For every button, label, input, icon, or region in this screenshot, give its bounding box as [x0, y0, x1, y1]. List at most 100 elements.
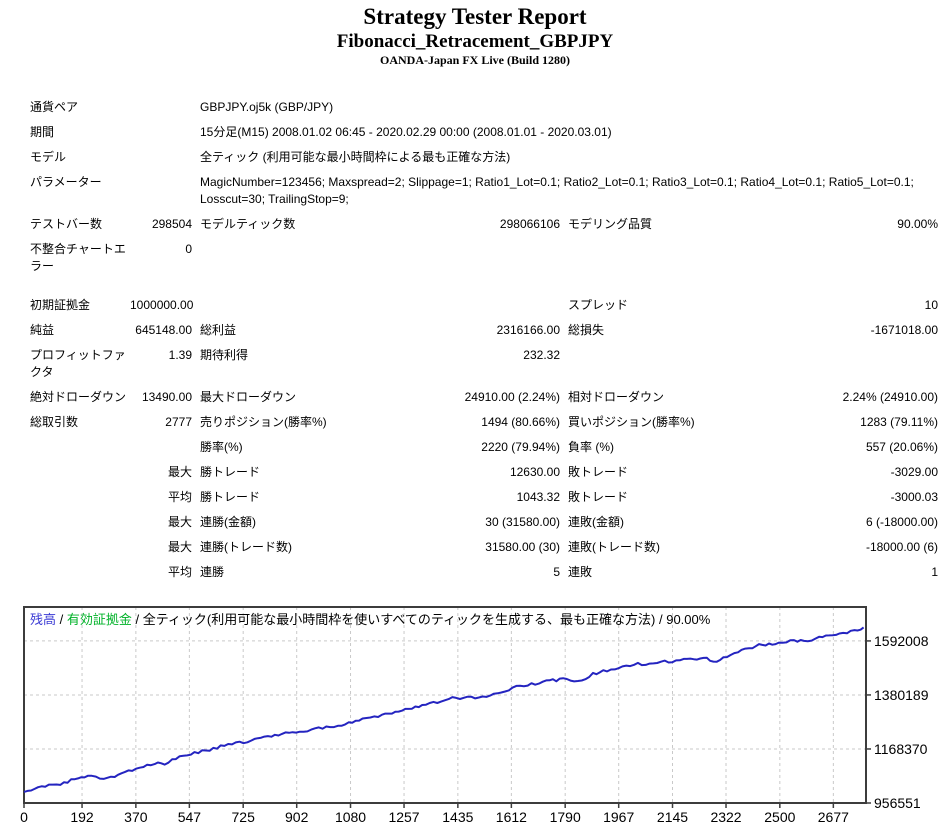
- row-label-3: 総損失: [568, 323, 605, 337]
- row-label-2: 最大ドローダウン: [200, 390, 297, 404]
- balance-chart-area: 0 192 370 547 725 902 1080 1257 1435 1612 1790 1967…: [0, 603, 950, 831]
- chart-frame: [23, 606, 867, 804]
- row-value: 15分足(M15) 2008.01.02 06:45 - 2020.02.29 …: [200, 125, 612, 139]
- report-row: テストバー数 298504 モデルティック数 298066106 モデリング品質…: [30, 212, 938, 237]
- report-table: 通貨ペア GBPJPY.oj5k (GBP/JPY) 期間 15分足(M15) …: [30, 95, 938, 585]
- row-label-2: 勝トレード: [200, 490, 261, 504]
- row-value-2: 24910.00 (2.24%): [464, 390, 560, 404]
- row-value-1: 645148.00: [135, 323, 192, 337]
- row-value-3: -1671018.00: [870, 323, 938, 337]
- row-value-2: 30 (31580.00): [485, 515, 560, 529]
- row-label-2: 期待利得: [200, 348, 249, 362]
- row-label-1: 初期証拠金: [30, 298, 91, 312]
- report-row: 平均 勝トレード 1043.32 敗トレード -3000.03: [30, 485, 938, 510]
- row-value-2: 232.32: [523, 348, 560, 362]
- svg-text:1080: 1080: [335, 809, 366, 825]
- row-value-1: 最大: [167, 540, 192, 554]
- row-label-2: 売りポジション(勝率%): [200, 415, 327, 429]
- row-value-2: 5: [553, 565, 560, 579]
- report-row: プロフィットファクタ 1.39 期待利得 232.32: [30, 343, 938, 385]
- row-value-1: [130, 439, 192, 456]
- row-label-2: 勝率(%): [200, 440, 243, 454]
- svg-text:1967: 1967: [603, 809, 634, 825]
- row-label-1: [30, 489, 130, 506]
- svg-text:956551: 956551: [874, 795, 921, 811]
- row-value: GBPJPY.oj5k (GBP/JPY): [200, 100, 334, 114]
- broker-build: OANDA-Japan FX Live (Build 1280): [379, 53, 570, 67]
- row-value-2: 2220 (79.94%): [481, 440, 560, 454]
- report-row: 不整合チャートエラー 0: [30, 237, 938, 279]
- row-value-3: -18000.00 (6): [865, 540, 938, 554]
- report-row: 最大 連勝(トレード数) 31580.00 (30) 連敗(トレード数) -18…: [30, 535, 938, 560]
- svg-text:2677: 2677: [818, 809, 849, 825]
- report-row: 純益 645148.00 総利益 2316166.00 総損失 -1671018…: [30, 318, 938, 343]
- row-label: モデル: [30, 150, 67, 164]
- row-value: MagicNumber=123456; Maxspread=2; Slippag…: [200, 175, 914, 206]
- chart-legend: 残高 / 有効証拠金 / 全ティック(利用可能な最小時間枠を使いすべてのティック…: [30, 612, 711, 627]
- svg-text:1612: 1612: [496, 809, 527, 825]
- row-label-3: 敗トレード: [568, 465, 629, 479]
- page-title: Strategy Tester Report: [363, 4, 587, 29]
- table-gap: [30, 279, 938, 293]
- row-value-3: 557 (20.06%): [865, 440, 938, 454]
- report-row: パラメーター MagicNumber=123456; Maxspread=2; …: [30, 170, 938, 212]
- row-label-1: テストバー数: [30, 217, 103, 231]
- row-value-1: 0: [185, 242, 192, 256]
- row-label-3: モデリング品質: [568, 217, 653, 231]
- row-label-3: スプレッド: [568, 298, 629, 312]
- report-row: 絶対ドローダウン 13490.00 最大ドローダウン 24910.00 (2.2…: [30, 385, 938, 410]
- row-label: 期間: [30, 125, 55, 139]
- row-label: パラメーター: [30, 175, 102, 189]
- row-label-2: 連勝(トレード数): [200, 540, 292, 554]
- row-value-3: 1283 (79.11%): [860, 415, 938, 429]
- row-value-2: 2316166.00: [496, 323, 560, 337]
- axis-labels: 0 192 370 547 725 902 1080 1257 1435 1612 1790 1967…: [20, 633, 929, 825]
- row-value-2: 1043.32: [516, 490, 560, 504]
- row-value-3: -3000.03: [890, 490, 938, 504]
- row-label-3: 連敗(金額): [568, 515, 624, 529]
- svg-text:2322: 2322: [710, 809, 741, 825]
- balance-line: [23, 626, 865, 793]
- svg-text:1790: 1790: [550, 809, 581, 825]
- row-value-1: 13490.00: [141, 390, 192, 404]
- row-label-3: [560, 241, 758, 275]
- row-value-1: 最大: [167, 515, 192, 529]
- row-value-1: 2777: [165, 415, 192, 429]
- row-value-2: 1494 (80.66%): [481, 415, 560, 429]
- row-label-1: [30, 539, 130, 556]
- report-row: 初期証拠金 1000000.00 スプレッド 10: [30, 293, 938, 318]
- svg-text:1168370: 1168370: [874, 741, 928, 757]
- row-value-1: 1.39: [168, 348, 192, 362]
- row-label-2: [192, 297, 380, 314]
- row-value-1: 最大: [167, 465, 192, 479]
- row-value-2: 12630.00: [509, 465, 560, 479]
- report-row: 総取引数 2777 売りポジション(勝率%) 1494 (80.66%) 買いポ…: [30, 410, 938, 435]
- row-label-3: 負率 (%): [568, 440, 614, 454]
- report-row: 期間 15分足(M15) 2008.01.02 06:45 - 2020.02.…: [30, 120, 938, 145]
- row-label-1: プロフィットファクタ: [30, 348, 126, 379]
- row-value-2: 31580.00 (30): [485, 540, 560, 554]
- row-label-3: 連敗(トレード数): [568, 540, 660, 554]
- svg-text:1257: 1257: [388, 809, 419, 825]
- report-row: 最大 連勝(金額) 30 (31580.00) 連敗(金額) 6 (-18000…: [30, 510, 938, 535]
- svg-text:1435: 1435: [442, 809, 473, 825]
- row-value-1: 298504: [151, 217, 192, 231]
- report-row: 平均 連勝 5 連敗 1: [30, 560, 938, 585]
- row-label-1: [30, 564, 130, 581]
- row-value-3: [758, 347, 938, 381]
- row-label-1: [30, 464, 130, 481]
- row-value-3: 6 (-18000.00): [865, 515, 938, 529]
- row-label-3: 連敗: [568, 565, 593, 579]
- report-row: 勝率(%) 2220 (79.94%) 負率 (%) 557 (20.06%): [30, 435, 938, 460]
- row-value-3: 1: [931, 565, 938, 579]
- strategy-name: Fibonacci_Retracement_GBPJPY: [336, 31, 614, 52]
- row-label-3: 敗トレード: [568, 490, 629, 504]
- report-header: Strategy Tester Report Fibonacci_Retrace…: [0, 3, 950, 68]
- svg-text:725: 725: [232, 809, 256, 825]
- row-label-2: 総利益: [200, 323, 237, 337]
- row-label-1: [30, 439, 130, 456]
- row-value-2: 298066106: [499, 217, 560, 231]
- row-value-2: [380, 241, 560, 275]
- chart-ticks: [23, 640, 871, 808]
- svg-text:2145: 2145: [657, 809, 688, 825]
